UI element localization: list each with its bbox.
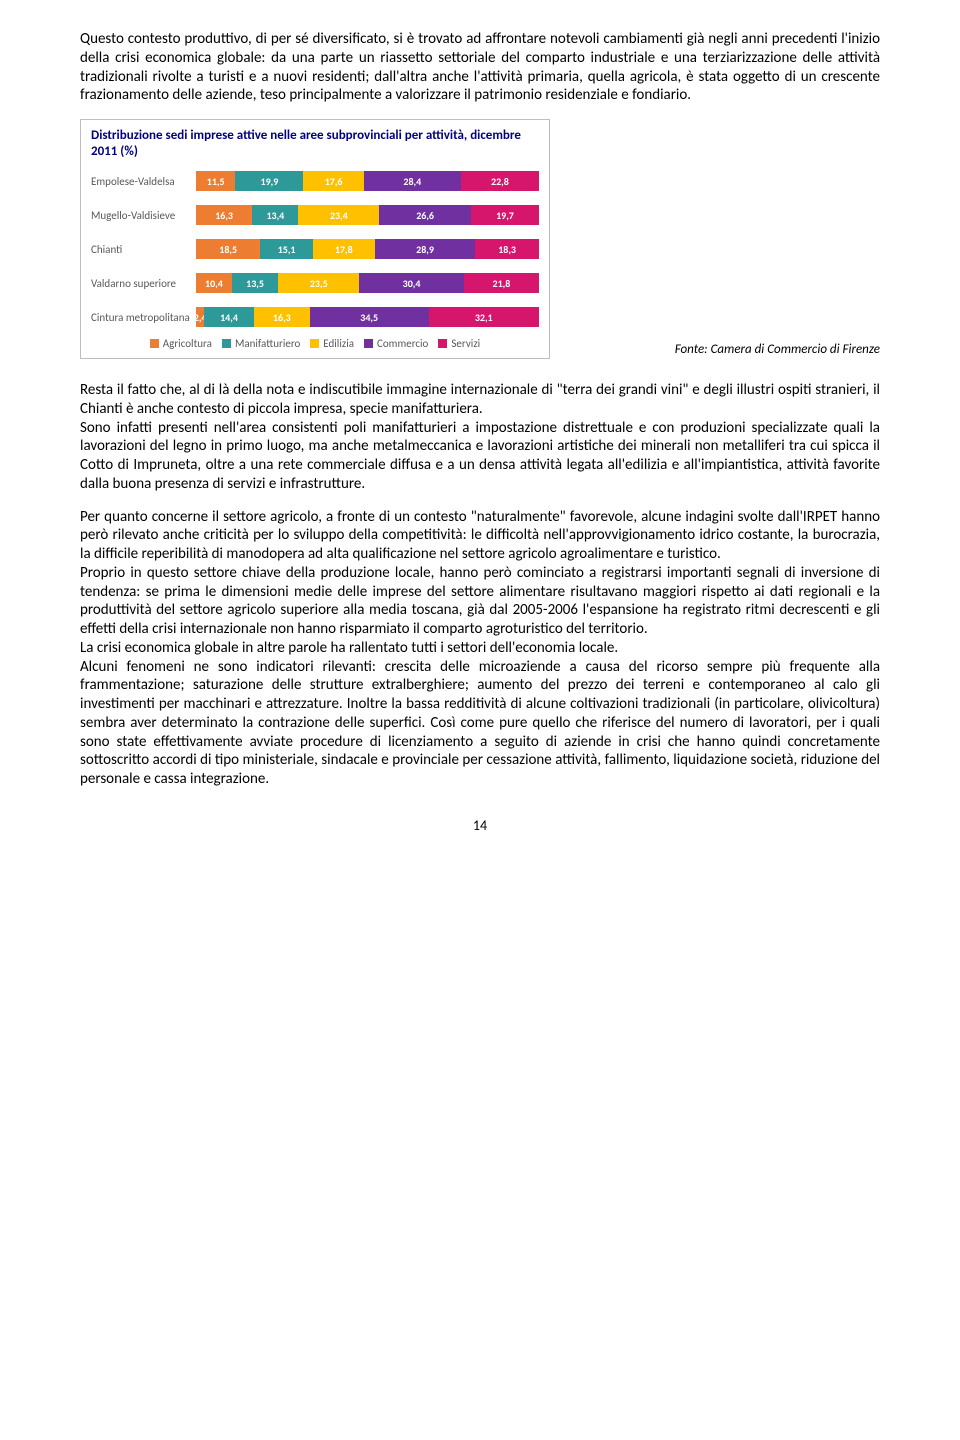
bar-segment: 17,8 (313, 239, 375, 259)
bar-row: Valdarno superiore10,413,523,530,421,8 (91, 273, 539, 293)
legend-item: Edilizia (310, 337, 354, 350)
bar-stack: 18,515,117,828,918,3 (196, 239, 539, 259)
document-page: Questo contesto produttivo, di per sé di… (40, 0, 920, 854)
legend-item: Agricoltura (150, 337, 212, 350)
chart-bars-area: Empolese-Valdelsa11,519,917,628,422,8 Mug… (91, 171, 539, 327)
bar-segment: 22,8 (461, 171, 539, 191)
chart-caption: Fonte: Camera di Commercio di Firenze (675, 342, 880, 359)
bar-segment: 18,3 (475, 239, 539, 259)
bar-row: Chianti18,515,117,828,918,3 (91, 239, 539, 259)
bar-segment: 18,5 (196, 239, 260, 259)
bar-segment: 23,5 (278, 273, 359, 293)
bar-row-label: Cintura metropolitana (91, 311, 196, 324)
bar-segment: 28,4 (364, 171, 461, 191)
paragraph-3: Sono infatti presenti nell'area consiste… (80, 419, 880, 494)
bar-segment: 34,5 (310, 307, 429, 327)
chart-row: Distribuzione sedi imprese attive nelle … (80, 119, 880, 359)
bar-segment: 11,5 (196, 171, 235, 191)
bar-stack: 2,414,416,334,532,1 (196, 307, 539, 327)
paragraph-4: Per quanto concerne il settore agricolo,… (80, 508, 880, 564)
paragraph-7: Alcuni fenomeni ne sono indicatori rilev… (80, 658, 880, 789)
bar-row-label: Chianti (91, 243, 196, 256)
page-number: 14 (80, 817, 880, 834)
bar-row: Empolese-Valdelsa11,519,917,628,422,8 (91, 171, 539, 191)
bar-segment: 26,6 (379, 205, 471, 225)
chart-title: Distribuzione sedi imprese attive nelle … (91, 128, 539, 159)
bar-segment: 2,4 (196, 307, 204, 327)
bar-segment: 32,1 (429, 307, 539, 327)
bar-segment: 19,9 (235, 171, 303, 191)
bar-segment: 23,4 (298, 205, 379, 225)
bar-segment: 28,9 (375, 239, 476, 259)
legend-swatch (150, 339, 159, 348)
paragraph-6: La crisi economica globale in altre paro… (80, 639, 880, 658)
bar-segment: 16,3 (254, 307, 310, 327)
chart-legend: Agricoltura Manifatturiero Edilizia Commerc… (91, 337, 539, 350)
bar-row: Cintura metropolitana2,414,416,334,532,1 (91, 307, 539, 327)
bar-stack: 11,519,917,628,422,8 (196, 171, 539, 191)
bar-segment: 30,4 (359, 273, 464, 293)
legend-label: Agricoltura (163, 337, 212, 350)
paragraph-5: Proprio in questo settore chiave della p… (80, 564, 880, 639)
legend-label: Commercio (377, 337, 428, 350)
bar-row: Mugello-Valdisieve16,313,423,426,619,7 (91, 205, 539, 225)
legend-item: Servizi (438, 337, 480, 350)
bar-stack: 10,413,523,530,421,8 (196, 273, 539, 293)
bar-row-label: Mugello-Valdisieve (91, 209, 196, 222)
bar-segment: 13,4 (252, 205, 298, 225)
legend-item: Commercio (364, 337, 428, 350)
bar-segment: 21,8 (464, 273, 539, 293)
bar-segment: 17,6 (303, 171, 363, 191)
paragraph-intro: Questo contesto produttivo, di per sé di… (80, 30, 880, 105)
legend-label: Edilizia (323, 337, 354, 350)
legend-label: Manifatturiero (235, 337, 300, 350)
legend-swatch (310, 339, 319, 348)
bar-segment: 15,1 (260, 239, 313, 259)
paragraph-2: Resta il fatto che, al di là della nota … (80, 381, 880, 419)
legend-swatch (222, 339, 231, 348)
legend-item: Manifatturiero (222, 337, 300, 350)
legend-label: Servizi (451, 337, 480, 350)
bar-segment: 13,5 (232, 273, 278, 293)
bar-segment: 10,4 (196, 273, 232, 293)
bar-stack: 16,313,423,426,619,7 (196, 205, 539, 225)
legend-swatch (438, 339, 447, 348)
chart-container: Distribuzione sedi imprese attive nelle … (80, 119, 550, 359)
bar-segment: 16,3 (196, 205, 252, 225)
bar-row-label: Empolese-Valdelsa (91, 175, 196, 188)
bar-segment: 14,4 (204, 307, 254, 327)
bar-row-label: Valdarno superiore (91, 277, 196, 290)
bar-segment: 19,7 (471, 205, 539, 225)
legend-swatch (364, 339, 373, 348)
